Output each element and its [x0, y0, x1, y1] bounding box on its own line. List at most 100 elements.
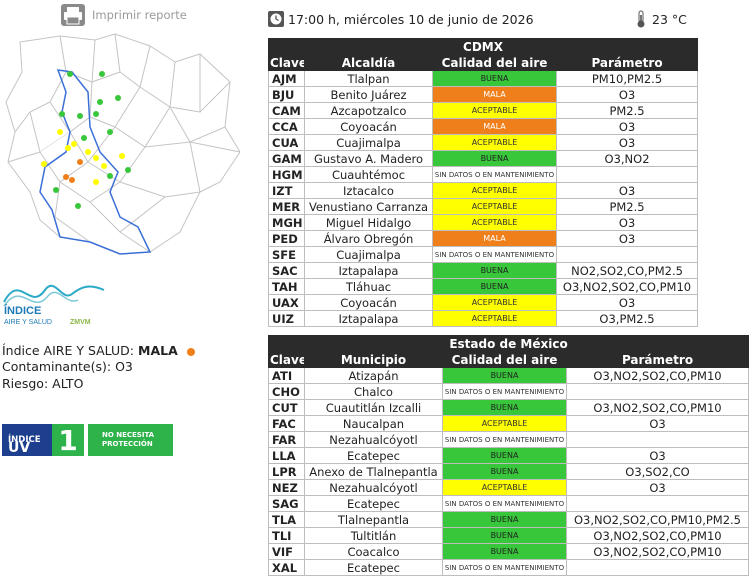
station-name: Tultitlán	[304, 527, 443, 544]
air-quality-cell: BUENA	[432, 262, 557, 279]
station-name: Gustavo A. Madero	[304, 150, 433, 167]
station-marker[interactable]	[77, 113, 83, 119]
station-name: Naucalpan	[304, 415, 443, 432]
station-name: Cuautitlán Izcalli	[304, 399, 443, 416]
station-marker[interactable]	[115, 95, 121, 101]
station-marker[interactable]	[93, 111, 99, 117]
table-row: HGM Cuauhtémoc SIN DATOS O EN MANTENIMIENT…	[268, 166, 699, 183]
station-key: FAC	[268, 415, 305, 432]
table-row: PED Álvaro Obregón MALA O3	[268, 230, 699, 247]
edomex-table-title: Estado de México	[267, 335, 750, 352]
col-parametro: Parámetro	[555, 54, 699, 71]
table-row: ATI Atizapán BUENA O3,NO2,SO2,CO,PM10	[268, 367, 750, 384]
table-row: FAC Naucalpan ACEPTABLE O3	[268, 415, 750, 432]
air-quality-cell: BUENA	[442, 447, 567, 464]
station-marker[interactable]	[85, 149, 91, 155]
station-key: VIF	[268, 543, 305, 560]
parameter-cell: O3	[565, 415, 750, 432]
station-name: Cuajimalpa	[304, 134, 433, 151]
table-row: SFE Cuajimalpa SIN DATOS O EN MANTENIMIENT…	[268, 246, 699, 263]
air-quality-cell: MALA	[432, 86, 557, 103]
station-marker[interactable]	[75, 203, 81, 209]
parameter-cell: O3,NO2	[555, 150, 699, 167]
table-row: TLA Tlalnepantla BUENA O3,NO2,SO2,CO,PM10,P…	[268, 511, 750, 528]
station-key: TLA	[268, 511, 305, 528]
station-marker[interactable]	[93, 179, 99, 185]
station-key: TAH	[268, 278, 305, 295]
station-marker[interactable]	[77, 159, 83, 165]
station-marker[interactable]	[53, 187, 59, 193]
air-quality-map[interactable]	[0, 32, 240, 272]
station-marker[interactable]	[107, 129, 113, 135]
parameter-cell: PM10,PM2.5	[555, 70, 699, 87]
station-name: Ecatepec	[304, 447, 443, 464]
parameter-cell	[565, 495, 750, 512]
table-row: MGH Miguel Hidalgo ACEPTABLE O3	[268, 214, 699, 231]
cdmx-stations-table: CDMX Clave Alcaldía Calidad del aire Par…	[267, 38, 699, 327]
station-key: BJU	[268, 86, 305, 103]
station-key: AJM	[268, 70, 305, 87]
station-marker[interactable]	[67, 71, 73, 77]
station-marker[interactable]	[97, 99, 103, 105]
air-quality-cell: BUENA	[432, 278, 557, 295]
table-row: LPR Anexo de Tlalnepantla BUENA O3,SO2,CO	[268, 463, 750, 480]
uv-value: 1	[58, 423, 78, 457]
parameter-cell: O3	[555, 294, 699, 311]
station-marker[interactable]	[69, 177, 75, 183]
air-quality-cell: MALA	[432, 230, 557, 247]
station-marker[interactable]	[65, 145, 71, 151]
table-row: CUT Cuautitlán Izcalli BUENA O3,NO2,SO2,CO,…	[268, 399, 750, 416]
temperature-text: 23 °C	[652, 11, 687, 27]
station-marker[interactable]	[63, 174, 69, 180]
station-key: LLA	[268, 447, 305, 464]
station-marker[interactable]	[125, 167, 131, 173]
station-marker[interactable]	[71, 141, 77, 147]
aq-risk-label: Riesgo:	[2, 376, 49, 391]
air-quality-cell: ACEPTABLE	[432, 310, 557, 327]
print-report-label: Imprimir reporte	[92, 8, 187, 22]
table-row: UAX Coyoacán ACEPTABLE O3	[268, 294, 699, 311]
station-key: XAL	[268, 559, 305, 576]
parameter-cell: O3	[555, 214, 699, 231]
table-row: XAL Ecatepec SIN DATOS O EN MANTENIMIENTO	[268, 559, 750, 576]
station-marker[interactable]	[107, 173, 113, 179]
air-quality-cell: ACEPTABLE	[432, 102, 557, 119]
station-marker[interactable]	[93, 155, 99, 161]
station-marker[interactable]	[41, 161, 47, 167]
air-quality-cell: BUENA	[442, 511, 567, 528]
station-key: GAM	[268, 150, 305, 167]
uv-note-line2: PROTECCIÓN	[102, 440, 153, 448]
air-quality-cell: BUENA	[442, 463, 567, 480]
air-quality-cell: ACEPTABLE	[432, 182, 557, 199]
station-name: Tlalnepantla	[304, 511, 443, 528]
station-marker[interactable]	[57, 129, 63, 135]
air-quality-cell: BUENA	[442, 527, 567, 544]
print-report-button[interactable]: Imprimir reporte	[60, 2, 187, 28]
station-marker[interactable]	[101, 163, 107, 169]
station-marker[interactable]	[119, 153, 125, 159]
datetime-text: 17:00 h, miércoles 10 de junio de 2026	[288, 11, 534, 27]
air-quality-cell: SIN DATOS O EN MANTENIMIENTO	[442, 431, 567, 448]
parameter-cell	[565, 431, 750, 448]
air-quality-cell: SIN DATOS O EN MANTENIMIENTO	[442, 559, 567, 576]
station-key: UIZ	[268, 310, 305, 327]
parameter-cell: O3,NO2,SO2,CO,PM10	[565, 399, 750, 416]
indice-aire-salud-logo: ÍNDICE AIRE Y SALUD ZMVM	[3, 284, 105, 326]
station-key: FAR	[268, 431, 305, 448]
aq-index-value: MALA	[138, 343, 178, 358]
table-row: SAG Ecatepec SIN DATOS O EN MANTENIMIENTO	[268, 495, 750, 512]
station-key: CHO	[268, 383, 305, 400]
station-marker[interactable]	[81, 135, 87, 141]
thermometer-icon	[637, 10, 645, 28]
logo-subtitle: AIRE Y SALUD	[4, 319, 52, 326]
aq-risk-value: ALTO	[52, 376, 84, 391]
parameter-cell: O3,SO2,CO	[565, 463, 750, 480]
station-name: Tláhuac	[304, 278, 433, 295]
station-name: Iztacalco	[304, 182, 433, 199]
station-name: Azcapotzalco	[304, 102, 433, 119]
station-marker[interactable]	[59, 111, 65, 117]
station-name: Nezahualcóyotl	[304, 431, 443, 448]
station-marker[interactable]	[99, 71, 105, 77]
cdmx-table-title: CDMX	[267, 38, 699, 55]
station-key: CAM	[268, 102, 305, 119]
